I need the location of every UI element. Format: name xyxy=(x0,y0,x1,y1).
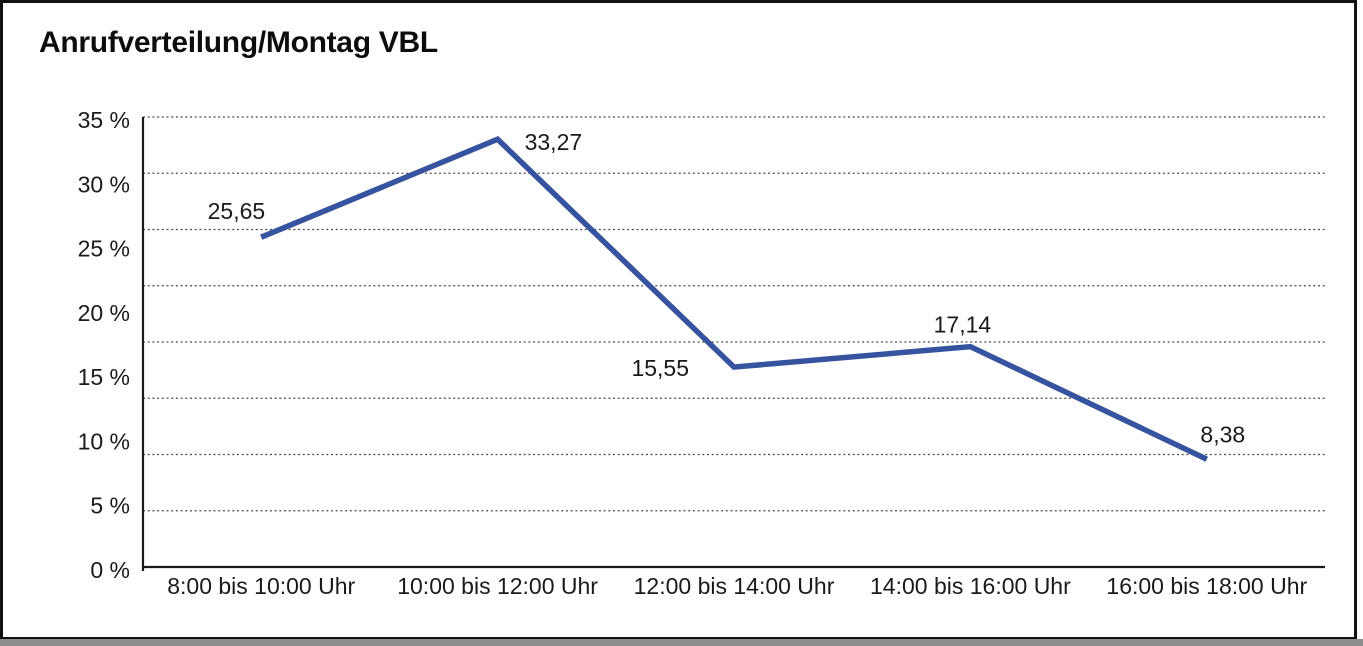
data-point-label: 25,65 xyxy=(208,198,266,224)
series-line xyxy=(260,136,1208,462)
y-tick-label: 20 % xyxy=(78,300,130,326)
data-point-label: 15,55 xyxy=(631,355,689,381)
y-tick-label: 10 % xyxy=(78,428,130,454)
data-point-label: 17,14 xyxy=(934,312,992,338)
y-tick-label: 25 % xyxy=(78,236,130,262)
y-tick-label: 0 % xyxy=(90,557,130,583)
data-point-label: 8,38 xyxy=(1200,421,1245,447)
x-category-label: 10:00 bis 12:00 Uhr xyxy=(397,573,598,599)
y-tick-label: 5 % xyxy=(90,493,130,519)
chart-title: Anrufverteilung/Montag VBL xyxy=(39,26,438,59)
x-category-label: 14:00 bis 16:00 Uhr xyxy=(870,573,1071,599)
x-category-label: 16:00 bis 18:00 Uhr xyxy=(1106,573,1307,599)
y-tick-label: 30 % xyxy=(78,171,130,197)
x-category-label: 12:00 bis 14:00 Uhr xyxy=(634,573,835,599)
y-tick-label: 15 % xyxy=(78,364,130,390)
page-edge-shadow xyxy=(0,639,1363,646)
x-category-label: 8:00 bis 10:00 Uhr xyxy=(167,573,355,599)
y-tick-label: 35 % xyxy=(78,107,130,133)
data-point-label: 33,27 xyxy=(525,129,583,155)
